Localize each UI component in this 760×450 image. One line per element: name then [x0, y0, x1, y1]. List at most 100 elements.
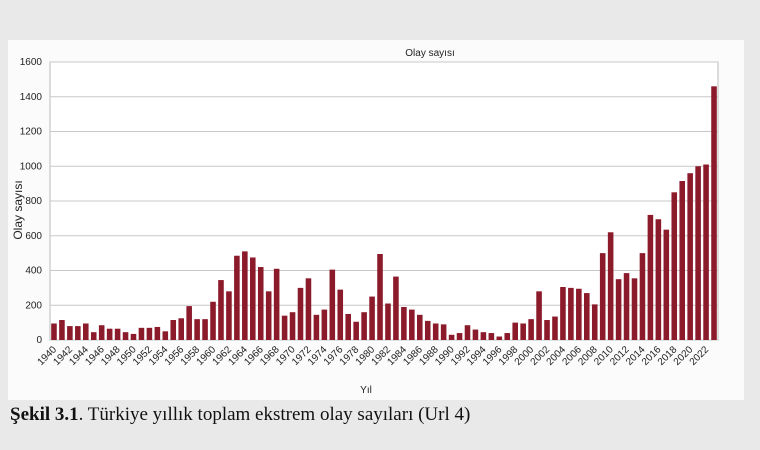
bar: [480, 332, 487, 340]
bar: [98, 325, 105, 340]
bar: [655, 219, 662, 340]
y-tick-label: 1600: [20, 57, 43, 68]
bar: [178, 318, 184, 340]
bar: [67, 326, 73, 340]
bar: [512, 322, 518, 340]
bar: [313, 314, 320, 340]
bar: [162, 331, 169, 340]
bar: [536, 291, 542, 340]
bar: [496, 336, 503, 340]
bar: [711, 86, 717, 340]
bar: [520, 323, 526, 340]
y-tick-label: 800: [25, 196, 42, 207]
bar: [154, 326, 161, 340]
bar: [194, 319, 200, 340]
bar: [369, 296, 375, 340]
bar: [432, 323, 439, 340]
bar: [186, 306, 192, 340]
bar: [106, 328, 113, 340]
bar: [329, 269, 336, 340]
y-tick-label: 200: [25, 300, 42, 311]
bar: [440, 324, 447, 340]
bar: [90, 332, 97, 340]
bar: [456, 333, 463, 340]
bar: [345, 313, 351, 340]
bar: [353, 321, 359, 340]
y-tick-label: 600: [25, 231, 42, 242]
bar: [289, 312, 296, 340]
caption-label: Şekil 3.1: [10, 404, 79, 425]
bar: [146, 327, 153, 340]
bar: [377, 253, 383, 340]
bar: [401, 306, 407, 340]
bar: [424, 320, 431, 340]
bar: [122, 332, 129, 340]
bar: [504, 333, 511, 340]
bar: [607, 232, 614, 340]
bar: [226, 291, 232, 340]
bar: [257, 267, 264, 340]
bar: [385, 303, 391, 340]
bar: [703, 164, 709, 340]
bar: [265, 291, 272, 340]
bar: [448, 334, 455, 340]
bar: [83, 323, 89, 340]
bar: [528, 319, 534, 340]
bar: [552, 316, 558, 340]
bar: [599, 253, 606, 340]
bar: [273, 268, 280, 340]
bar: [281, 315, 288, 340]
bar: [679, 181, 685, 340]
chart: Olay sayısı Olay sayısı Yıl 0 200 400 600 80…: [8, 40, 744, 400]
bar: [297, 287, 304, 340]
bar: [114, 328, 121, 340]
bar: [210, 301, 216, 340]
bar: [305, 278, 312, 340]
y-tick-label: 0: [36, 335, 42, 346]
y-tick-label: 1400: [20, 92, 43, 103]
bar: [544, 320, 550, 340]
bar: [59, 320, 65, 340]
bar: [568, 287, 574, 340]
y-axis-label: Olay sayısı: [11, 180, 25, 239]
bar: [671, 192, 678, 340]
bar: [560, 287, 566, 340]
bar: [202, 319, 208, 340]
bar: [417, 314, 423, 340]
bar: [138, 327, 145, 340]
bar: [576, 288, 582, 340]
bar: [361, 312, 367, 340]
bar: [647, 214, 654, 340]
bar: [393, 276, 399, 340]
bar: [631, 278, 638, 340]
bar: [639, 253, 646, 340]
bar: [170, 320, 177, 340]
bar: [663, 229, 670, 340]
bar: [687, 173, 693, 340]
bar: [472, 329, 479, 340]
bar: [242, 251, 248, 340]
bar: [584, 293, 590, 340]
caption-text: . Türkiye yıllık toplam ekstrem olay say…: [78, 404, 471, 425]
bar: [464, 325, 471, 340]
bar: [591, 304, 598, 340]
caption: Şekil 3.1. Türkiye yıllık toplam ekstrem…: [10, 404, 470, 426]
bar: [337, 289, 344, 340]
bar: [409, 309, 415, 340]
chart-title: Olay sayısı: [405, 48, 454, 59]
bar: [321, 309, 328, 340]
bar: [75, 326, 81, 340]
bar: [218, 280, 224, 340]
y-tick-label: 400: [25, 266, 42, 277]
y-tick-label: 1200: [20, 127, 43, 138]
bar: [130, 333, 137, 340]
bar: [488, 333, 495, 340]
bar: [623, 273, 630, 340]
bar: [51, 323, 57, 340]
bar: [234, 255, 240, 340]
bar: [695, 166, 701, 340]
bar: [615, 279, 622, 340]
x-axis-label: Yıl: [360, 385, 372, 396]
bar: [250, 257, 256, 340]
